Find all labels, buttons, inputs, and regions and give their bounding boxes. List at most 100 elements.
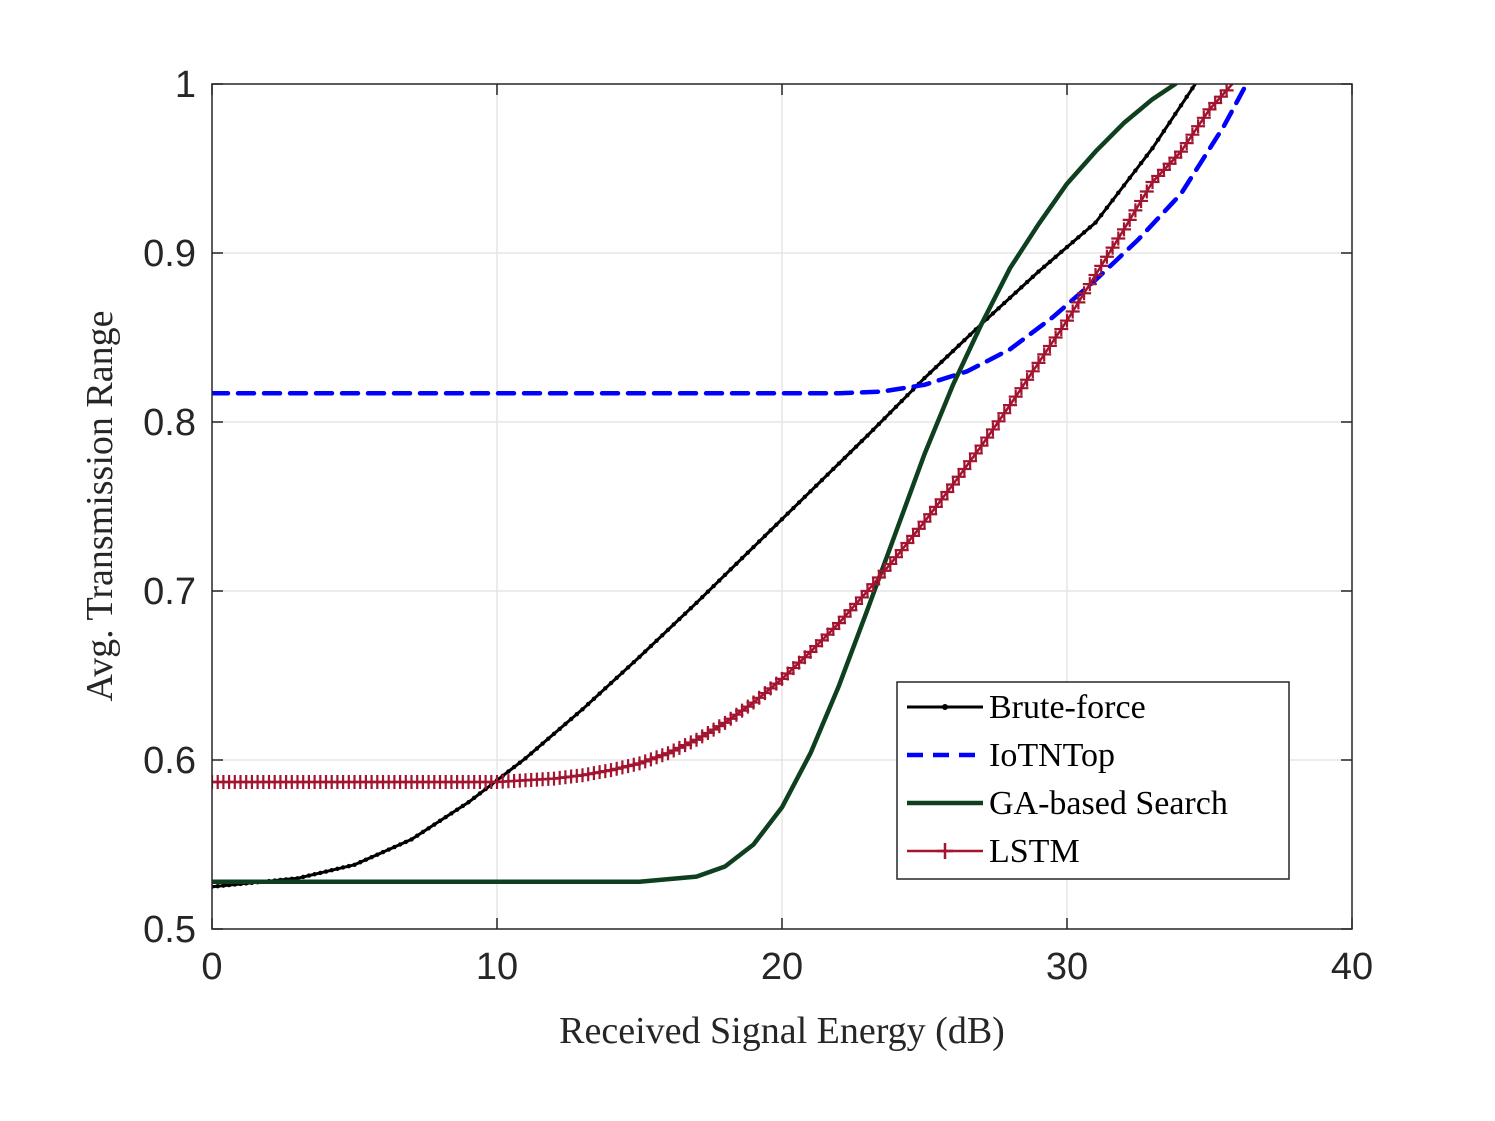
lstm-point [1111, 231, 1126, 246]
lstm-point [1077, 286, 1092, 301]
brute-force-point [745, 550, 750, 555]
brute-force-point [939, 359, 944, 365]
brute-force-point [580, 707, 585, 712]
lstm-point [946, 477, 960, 492]
brute-force-point [842, 455, 847, 461]
brute-force-point [477, 791, 483, 796]
lstm-point [917, 514, 932, 529]
brute-force-point [1081, 230, 1087, 235]
brute-force-point [403, 839, 408, 845]
brute-force-point [221, 883, 226, 888]
brute-force-point [905, 393, 910, 398]
lstm-point [1139, 184, 1154, 199]
lstm-point [968, 446, 983, 461]
brute-force-point [859, 438, 864, 444]
x-tick-label: 20 [761, 946, 803, 988]
lstm-point [1082, 277, 1097, 292]
lstm-point [1071, 295, 1086, 310]
brute-force-point [631, 659, 636, 665]
brute-force-point [574, 712, 579, 717]
brute-force-point [1173, 111, 1178, 117]
brute-force-point [466, 800, 471, 805]
brute-force-point [563, 721, 568, 727]
lstm-point [1054, 322, 1069, 337]
brute-force-point [318, 870, 323, 876]
legend-label: IoTNTop [989, 737, 1115, 774]
lstm-point [1099, 249, 1114, 264]
brute-force-point [751, 544, 756, 550]
series-lstm [212, 84, 1234, 789]
brute-force-point [831, 466, 836, 472]
brute-force-point [295, 876, 300, 881]
brute-force-point [358, 860, 363, 865]
lstm-point [957, 461, 972, 476]
brute-force-point [375, 852, 380, 857]
brute-force-point [460, 803, 465, 809]
brute-force-point [1070, 239, 1075, 245]
brute-force-point [825, 472, 830, 477]
lstm-point [1094, 258, 1109, 273]
brute-force-point [1059, 249, 1064, 255]
legend-label: GA-based Search [989, 785, 1228, 822]
lstm-point [900, 536, 915, 551]
x-tick-label: 10 [476, 946, 518, 988]
brute-force-point [836, 461, 842, 466]
brute-force-point [1190, 86, 1195, 91]
lstm-point [940, 484, 955, 499]
brute-force-point [1150, 146, 1155, 151]
lstm-point [1179, 136, 1194, 151]
brute-force-point [301, 874, 306, 880]
legend-marker [937, 843, 953, 859]
brute-force-point [472, 795, 477, 801]
brute-force-point [808, 489, 813, 494]
brute-force-point [990, 311, 996, 316]
brute-force-point [871, 427, 876, 432]
brute-force-point [888, 410, 893, 415]
series-layer [212, 84, 1249, 889]
brute-force-point [432, 822, 437, 827]
brute-force-point [677, 616, 682, 622]
y-tick-label: 0.5 [143, 909, 196, 951]
lstm-point [1037, 347, 1052, 362]
brute-force-point [705, 589, 711, 594]
brute-force-point [625, 665, 631, 670]
x-axis-label: Received Signal Energy (dB) [559, 1010, 1005, 1052]
brute-force-point [819, 477, 825, 483]
brute-force-point [335, 866, 340, 872]
brute-force-point [511, 764, 517, 770]
brute-force-point [329, 867, 334, 873]
y-axis-label: Avg. Transmission Range [79, 311, 121, 702]
brute-force-point [876, 421, 882, 427]
brute-force-point [517, 760, 522, 765]
brute-force-point [454, 807, 460, 812]
brute-force-point [853, 444, 859, 449]
brute-force-point [1138, 160, 1144, 166]
legend-box [896, 681, 1290, 880]
brute-force-point [551, 731, 557, 737]
brute-force-point [1184, 94, 1189, 100]
brute-force-point [717, 578, 722, 583]
legend: Brute-force IoTNTop GA-based Search LSTM [896, 681, 1290, 880]
lstm-point [928, 499, 943, 514]
brute-force-point [694, 600, 699, 606]
brute-force-point [848, 450, 853, 455]
brute-force-point [671, 622, 676, 627]
brute-force-point [597, 691, 602, 696]
brute-force-point [591, 696, 597, 702]
brute-force-point [757, 539, 762, 544]
brute-force-point [1144, 153, 1150, 158]
lstm-point [906, 528, 921, 543]
brute-force-point [608, 680, 614, 686]
lstm-point [980, 430, 995, 445]
lstm-point [1008, 389, 1023, 404]
brute-force-point [397, 842, 403, 847]
brute-force-point [1121, 183, 1127, 188]
brute-force-point [420, 829, 426, 835]
x-tick-label: 0 [201, 946, 222, 988]
brute-force-point [654, 638, 659, 643]
brute-force-point [437, 818, 443, 824]
brute-force-point [226, 882, 232, 888]
brute-force-point [967, 332, 973, 337]
brute-force-point [1053, 254, 1058, 260]
brute-force-point [802, 494, 807, 500]
